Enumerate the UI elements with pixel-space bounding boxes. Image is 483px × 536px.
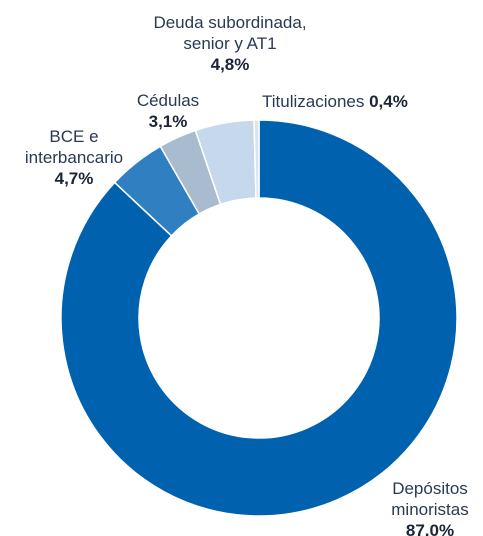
label-bce-line1: BCE e <box>49 127 99 146</box>
slice-depositos <box>60 119 458 517</box>
label-titulizaciones-value: 0,4% <box>369 92 408 111</box>
label-deuda-line2: senior y AT1 <box>183 34 277 53</box>
label-bce: BCE e interbancario 4,7% <box>14 126 134 189</box>
label-deuda: Deuda subordinada, senior y AT1 4,8% <box>120 12 340 75</box>
label-titulizaciones-line1: Titulizaciones <box>262 92 365 111</box>
label-cedulas-line1: Cédulas <box>136 91 200 110</box>
label-deuda-line1: Deuda subordinada, <box>153 13 307 32</box>
label-deuda-value: 4,8% <box>210 55 250 74</box>
label-bce-value: 4,7% <box>54 169 94 188</box>
label-cedulas: Cédulas 3,1% <box>128 90 208 132</box>
label-cedulas-value: 3,1% <box>148 112 188 131</box>
label-titulizaciones: Titulizaciones 0,4% <box>262 91 408 112</box>
label-depositos: Depósitos minoristas 87.0% <box>380 478 480 536</box>
label-depositos-value: 87.0% <box>405 521 455 536</box>
slice-titulizaciones <box>253 119 260 199</box>
label-bce-line2: interbancario <box>24 148 124 167</box>
label-depositos-line2: minoristas <box>391 500 469 519</box>
label-depositos-line1: Depósitos <box>392 479 468 498</box>
